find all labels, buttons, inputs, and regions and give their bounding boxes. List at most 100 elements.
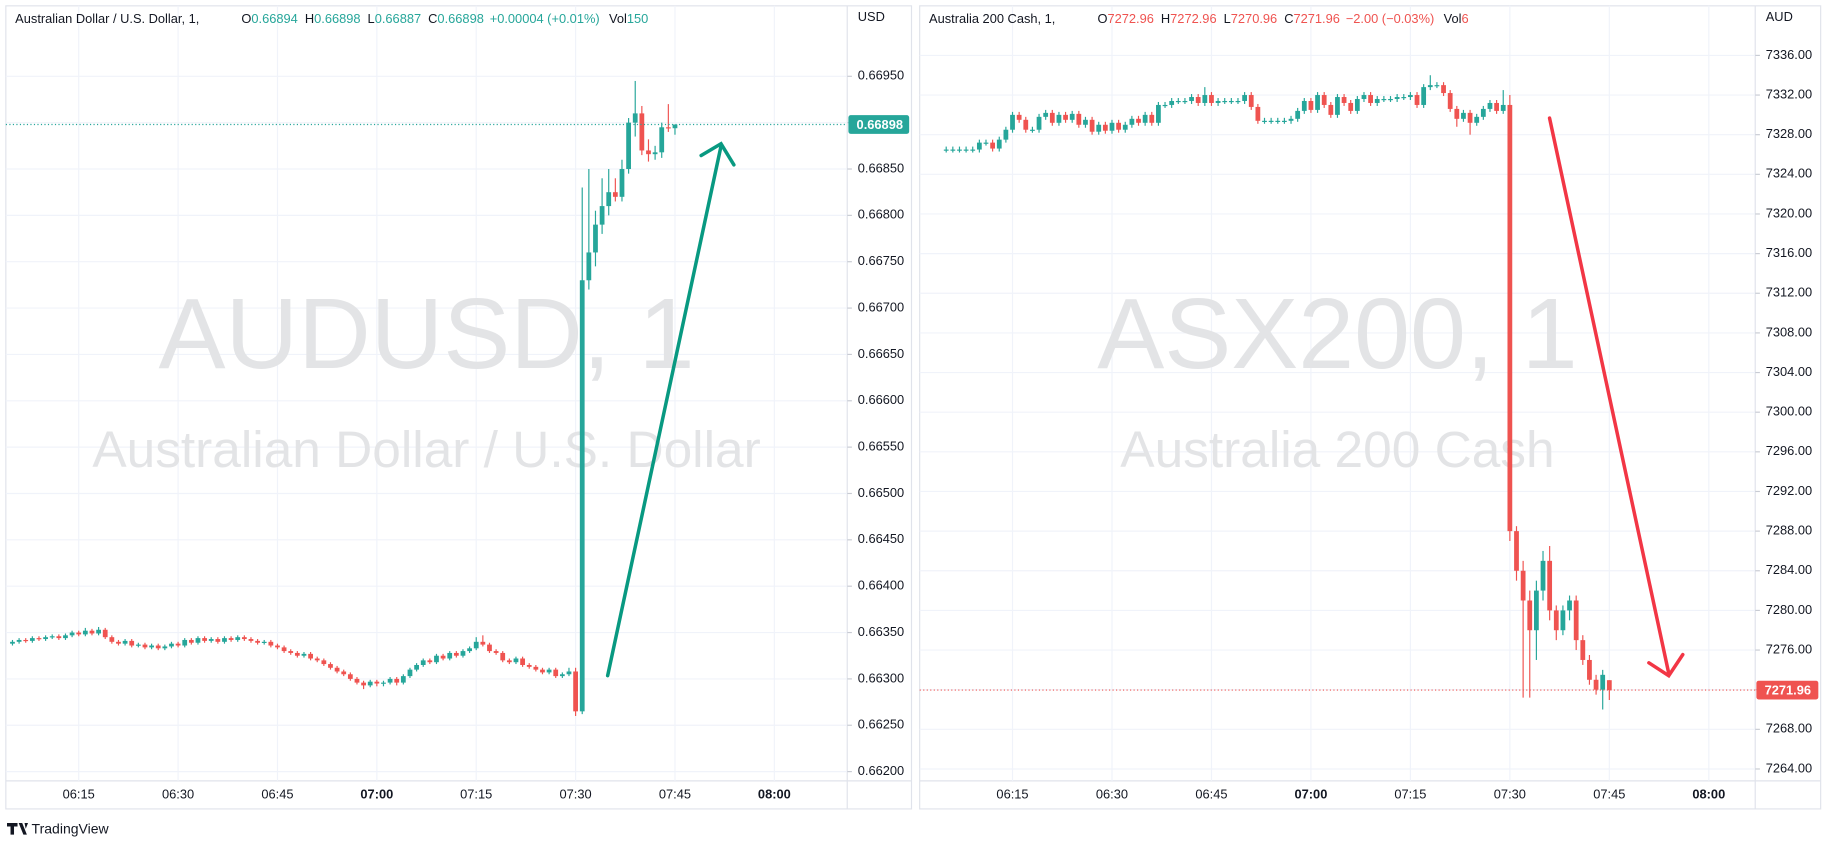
y-tick-label: 7316.00 [1766,245,1812,260]
x-tick-label: 07:00 [360,786,393,801]
legend-header: Australia 200 Cash, 1, O7272.96 H7272.96 L7… [929,11,1469,26]
y-tick-label: 7324.00 [1766,166,1812,181]
candle-body [1156,104,1161,123]
candle-body [1136,118,1141,123]
candle-body [976,142,982,150]
x-tick-label: 07:30 [560,786,592,801]
candle-body [970,149,976,151]
candle-body [175,643,181,646]
y-tick-label: 0.66750 [858,253,904,268]
candle-body [1255,106,1261,121]
y-tick-label: 0.66250 [858,717,904,732]
candle-body [1010,114,1015,130]
candle-body [1500,104,1506,111]
candle-body [1434,85,1440,87]
candle-body [43,637,48,640]
candle-body [1222,100,1228,103]
candle-body [215,639,221,642]
y-tick-label: 7300.00 [1766,404,1812,419]
candle-body [460,651,466,656]
candle-body [1142,114,1148,123]
x-tick-label: 06:30 [1096,786,1128,801]
candle-body [540,669,545,673]
ohlc-key: O [241,11,251,26]
candle-body [149,645,154,648]
x-tick-label: 07:15 [460,786,492,801]
candle-body [228,638,234,640]
last-price-label: 0.66898 [857,117,903,132]
left-panel-frame [5,5,913,810]
candle-body [69,632,75,636]
candle-body [1162,104,1168,107]
candle-body [1248,95,1254,107]
y-tick-label: 0.66850 [858,160,904,175]
candle-body [1408,95,1413,98]
candle-body [593,224,598,253]
y-tick-label: 7336.00 [1766,47,1812,62]
ohlc-key: H [1161,11,1170,26]
x-tick-label: 07:15 [1394,786,1426,801]
candle-body [447,652,453,659]
watermark-subtitle: Australia 200 Cash [1120,420,1554,478]
y-tick-label: 0.66700 [858,299,904,314]
volume-key: Vol [609,11,627,26]
change: −2.00 (−0.03%) [1346,11,1435,26]
candle-body [142,644,148,648]
candle-body [1474,116,1480,123]
candle-body [1606,680,1612,691]
y-tick-label: 7264.00 [1766,760,1812,775]
candle-body [82,630,88,635]
candle-body [1553,610,1559,631]
candle-body [1228,100,1234,103]
candle-body [341,671,347,675]
candle-body [1487,102,1493,109]
y-tick-label: 0.66600 [858,392,904,407]
chart-panel: 0.66200 0.66250 0.66300 0.66350 0.66400 0.664… [5,5,912,809]
candle-body [533,666,539,670]
candle-body [659,127,665,153]
ohlc-key: L [1224,11,1231,26]
candle-body [500,652,506,661]
candle-body [109,637,115,642]
candle-body [1149,114,1155,123]
volume-key: Vol [1444,11,1462,26]
up-arrow [605,141,736,678]
candle-body [288,651,294,653]
candle-body [420,660,426,665]
candle-body [301,653,307,656]
arrow-shaft [605,144,723,678]
ohlc-key: C [1284,11,1293,26]
candle-body [1175,100,1181,103]
candle-body [632,113,638,123]
y-tick-label: 0.66200 [858,763,904,778]
last-price-label: 7271.96 [1765,683,1811,698]
candle-body [1540,560,1546,591]
candle-body [950,149,956,151]
x-tick-label: 07:45 [659,786,691,801]
candle-body [453,652,459,656]
candle-body [1301,100,1307,111]
candle-body [1076,113,1082,125]
candle-body [639,113,645,151]
candle-body [480,641,486,645]
y-tick-label: 7328.00 [1766,126,1812,141]
candle-body [1414,95,1420,105]
y-tick-label: 0.66400 [858,578,904,593]
watermark: ASX200, 1 [1097,278,1577,390]
candle-body [1083,119,1088,125]
candle-body [1036,116,1042,130]
candle-body [599,206,605,225]
y-tick-label: 7280.00 [1766,602,1812,617]
candle-body [96,629,101,634]
candle-body [1514,531,1519,571]
candle-body [1116,122,1122,130]
candle-body [261,641,267,643]
candle-body [1202,95,1208,103]
volume-value: 150 [627,11,648,26]
candle-body [414,664,419,670]
ohlc-key: O [1097,11,1107,26]
candle-body [1069,113,1075,120]
candle-body [135,644,141,646]
candle-body [646,150,651,155]
candle-body [1129,118,1135,125]
